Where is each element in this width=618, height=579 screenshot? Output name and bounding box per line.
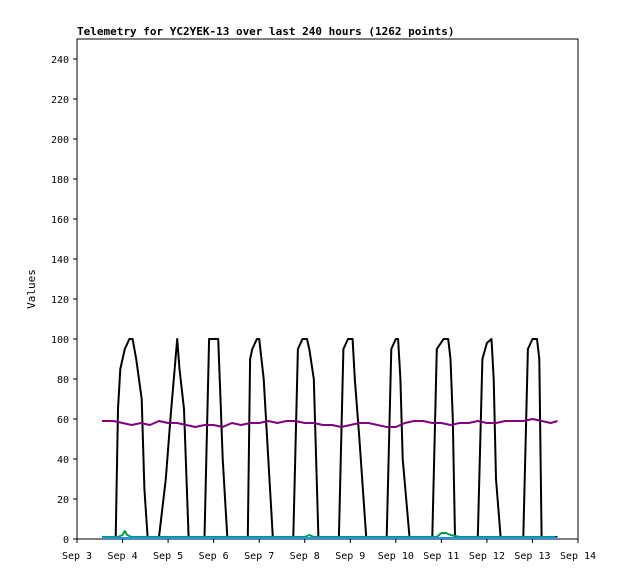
y-tick-label: 220 [51,95,69,106]
x-tick-label: Sep 6 [199,551,229,562]
y-tick-label: 100 [51,335,69,346]
y-tick-label: 60 [57,415,69,426]
plot-frame [76,38,579,540]
x-tick-label: Sep 12 [469,551,505,562]
y-tick-label: 40 [57,455,69,466]
series-layer [102,338,558,539]
chart-title: Telemetry for YC2YEK-13 over last 240 ho… [77,25,455,38]
y-axis: 0 20 40 60 80 100 120 140 160 180 200 220 240 [51,55,77,546]
series-line [102,530,556,538]
y-tick-label: 120 [51,295,69,306]
y-axis-label: Values [25,269,38,309]
x-tick-label: Sep 10 [378,551,414,562]
y-tick-label: 80 [57,375,69,386]
series-line [102,418,558,428]
x-tick-label: Sep 7 [244,551,274,562]
y-tick-label: 200 [51,135,69,146]
y-tick-label: 140 [51,255,69,266]
y-tick-label: 0 [63,535,69,546]
x-tick-label: Sep 11 [423,551,459,562]
x-axis: Sep 3 Sep 4 Sep 5 Sep 6 Sep 7 Sep 8 Sep 9 Sep 1… [62,539,596,562]
y-tick-label: 160 [51,215,69,226]
x-tick-label: Sep 13 [514,551,550,562]
series-line [102,338,558,538]
y-tick-label: 180 [51,175,69,186]
x-tick-label: Sep 8 [290,551,320,562]
x-tick-label: Sep 5 [153,551,183,562]
x-tick-label: Sep 3 [62,551,92,562]
y-tick-label: 240 [51,55,69,66]
x-tick-label: Sep 9 [335,551,365,562]
x-tick-label: Sep 4 [107,551,137,562]
y-tick-label: 20 [57,495,69,506]
x-tick-label: Sep 14 [560,551,596,562]
